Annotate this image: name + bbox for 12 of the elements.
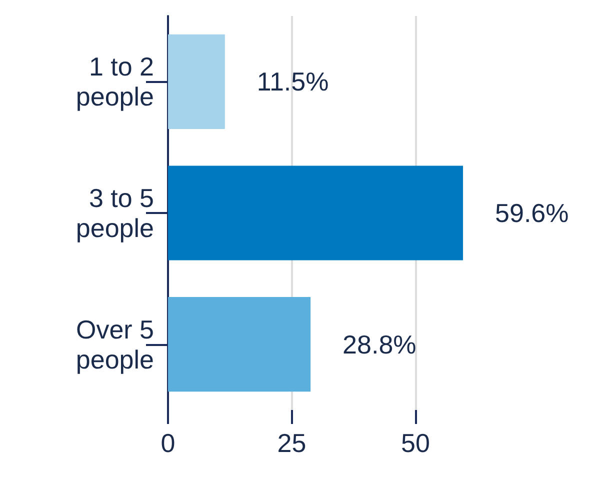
- bar: [168, 166, 464, 260]
- y-tick-label: 3 to 5 people: [76, 183, 154, 243]
- y-tick-label: 1 to 2 people: [76, 52, 154, 112]
- x-tick-label: 25: [277, 428, 306, 458]
- x-tick-label: 0: [160, 428, 176, 458]
- bar: [168, 297, 311, 392]
- y-tick-label: Over 5 people: [76, 314, 154, 374]
- data-label: 28.8%: [342, 329, 416, 360]
- bar: [168, 34, 225, 129]
- x-tick-label: 50: [401, 428, 430, 458]
- data-label: 11.5%: [256, 66, 329, 97]
- data-label: 59.6%: [495, 198, 569, 228]
